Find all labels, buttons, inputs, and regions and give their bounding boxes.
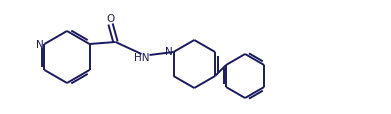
- Text: HN: HN: [134, 53, 149, 62]
- Text: N: N: [36, 40, 43, 50]
- Text: N: N: [165, 47, 172, 57]
- Text: O: O: [106, 14, 115, 24]
